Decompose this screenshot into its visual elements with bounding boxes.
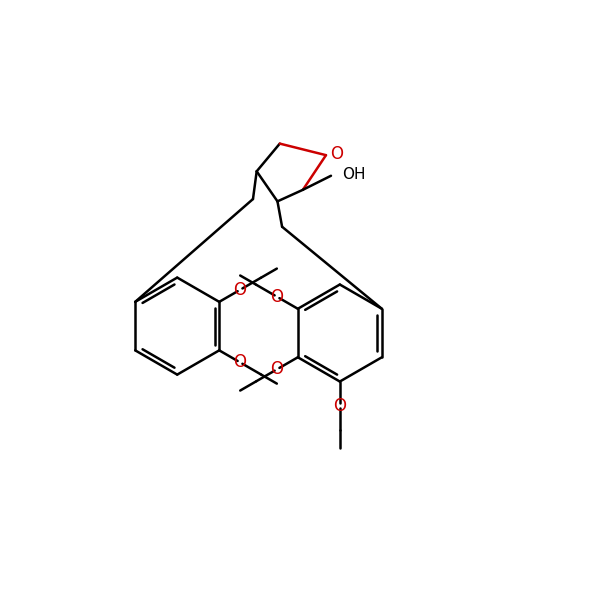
Text: O: O [271,288,284,306]
Text: O: O [334,397,346,415]
Text: O: O [233,353,247,371]
Text: O: O [233,281,247,299]
Text: O: O [329,145,343,163]
Text: OH: OH [343,167,366,182]
Text: O: O [271,360,284,378]
